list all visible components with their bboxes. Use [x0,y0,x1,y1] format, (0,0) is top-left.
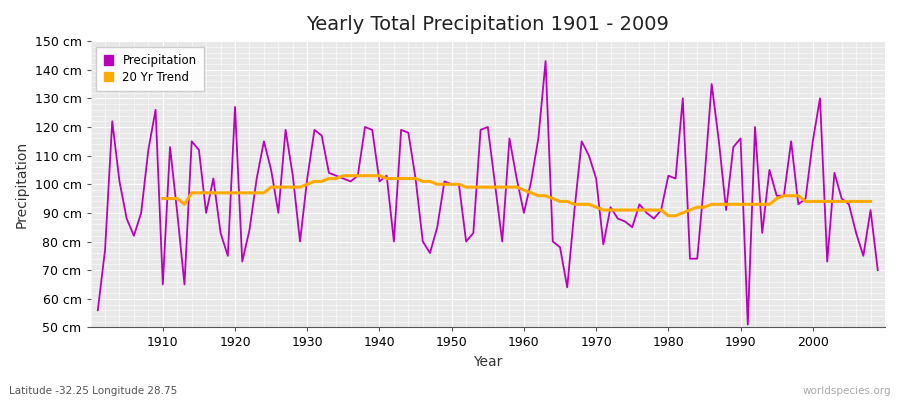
Precipitation [511,176,522,181]
Y-axis label: Precipitation: Precipitation [15,141,29,228]
Precipitation [742,322,753,327]
Text: worldspecies.org: worldspecies.org [803,386,891,396]
Precipitation [353,173,364,178]
Precipitation [150,108,161,112]
20 Yr Trend [728,202,739,207]
Line: Precipitation: Precipitation [98,61,878,324]
20 Yr Trend [865,199,876,204]
20 Yr Trend [158,196,168,201]
20 Yr Trend [323,176,334,181]
20 Yr Trend [382,176,392,181]
20 Yr Trend [540,193,551,198]
Precipitation [872,268,883,272]
Precipitation [518,210,529,215]
Text: Latitude -32.25 Longitude 28.75: Latitude -32.25 Longitude 28.75 [9,386,177,396]
Precipitation [93,308,104,313]
Precipitation [309,128,320,132]
20 Yr Trend [353,173,364,178]
Legend: Precipitation, 20 Yr Trend: Precipitation, 20 Yr Trend [96,47,203,91]
20 Yr Trend [663,213,674,218]
20 Yr Trend [338,173,349,178]
Title: Yearly Total Precipitation 1901 - 2009: Yearly Total Precipitation 1901 - 2009 [306,15,670,34]
Precipitation [540,59,551,64]
X-axis label: Year: Year [473,355,502,369]
Precipitation [612,216,623,221]
Line: 20 Yr Trend: 20 Yr Trend [163,176,870,216]
20 Yr Trend [518,188,529,192]
